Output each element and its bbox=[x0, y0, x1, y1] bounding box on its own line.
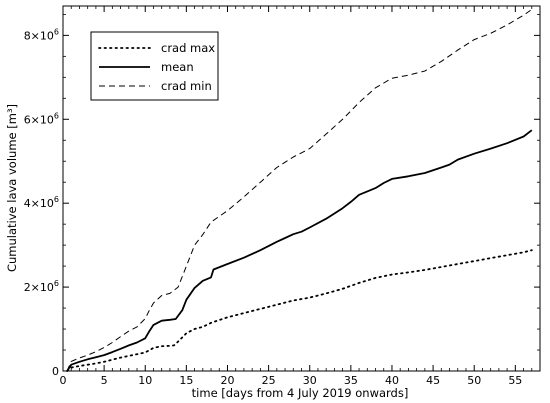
legend-label-crad-min: crad min bbox=[161, 79, 212, 93]
legend-box bbox=[90, 31, 219, 101]
series-line-crad-max bbox=[66, 249, 533, 372]
x-axis-label: time [days from 4 July 2019 onwards] bbox=[192, 386, 409, 400]
series-lines bbox=[66, 8, 533, 372]
x-tick-label: 10 bbox=[138, 374, 152, 387]
y-axis-label: Cumulative lava volume [m³] bbox=[5, 104, 19, 272]
y-tick-label: 2×106 bbox=[24, 279, 59, 294]
x-tick-label: 25 bbox=[262, 374, 276, 387]
x-tick-label: 0 bbox=[60, 374, 67, 387]
x-tick-label: 30 bbox=[303, 374, 317, 387]
series-line-mean bbox=[66, 129, 533, 372]
tick-marks bbox=[62, 6, 541, 372]
x-tick-label: 50 bbox=[467, 374, 481, 387]
legend-label-crad-max: crad max bbox=[161, 41, 215, 55]
x-tick-label: 45 bbox=[426, 374, 440, 387]
y-tick-label: 8×106 bbox=[24, 27, 59, 42]
legend-label-mean: mean bbox=[161, 60, 194, 74]
x-tick-labels: 0 5 10 15 20 25 30 35 40 45 50 55 bbox=[60, 374, 523, 387]
x-tick-label: 20 bbox=[220, 374, 234, 387]
series-line-crad-min bbox=[66, 8, 533, 372]
y-tick-label: 6×106 bbox=[24, 111, 59, 126]
x-tick-label: 40 bbox=[385, 374, 399, 387]
x-tick-label: 15 bbox=[179, 374, 193, 387]
legend: crad max mean crad min bbox=[90, 31, 219, 101]
x-tick-label: 35 bbox=[344, 374, 358, 387]
y-tick-label: 4×106 bbox=[24, 195, 59, 210]
y-tick-label: 0 bbox=[52, 365, 59, 378]
y-tick-labels: 0 2×106 4×106 6×106 8×106 bbox=[24, 27, 59, 378]
x-tick-label: 5 bbox=[101, 374, 108, 387]
x-tick-label: 55 bbox=[508, 374, 522, 387]
